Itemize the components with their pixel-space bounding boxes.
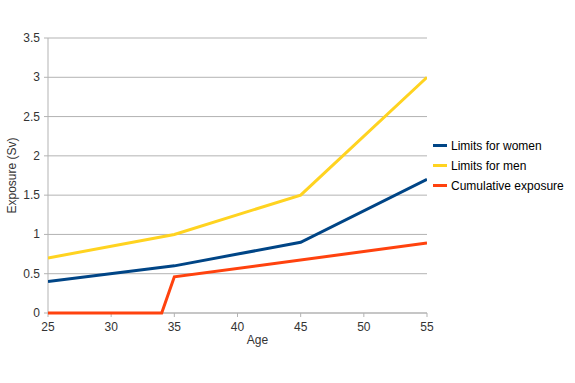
- plot-area: [48, 77, 427, 313]
- x-tick: [174, 313, 175, 317]
- y-tick: [44, 273, 48, 274]
- x-tick: [363, 313, 364, 317]
- y-tick-label: 2.5: [23, 110, 40, 124]
- x-tick-label: 25: [41, 320, 55, 334]
- y-tick: [44, 313, 48, 314]
- y-tick: [44, 195, 48, 196]
- legend-label: Limits for men: [451, 159, 526, 173]
- y-tick: [44, 77, 48, 78]
- x-axis-label: Age: [247, 333, 269, 347]
- grid-line: [48, 77, 427, 78]
- x-tick: [427, 313, 428, 317]
- x-tick: [237, 313, 238, 317]
- y-tick-label: 3: [33, 70, 40, 84]
- y-tick: [44, 38, 48, 39]
- y-tick: [44, 116, 48, 117]
- x-tick-label: 45: [294, 320, 308, 334]
- grid-line: [48, 155, 427, 156]
- legend: Limits for women Limits for men Cumulative…: [433, 139, 564, 193]
- series-line: [48, 179, 427, 281]
- grid-line: [48, 38, 427, 39]
- y-tick-label: 0: [33, 306, 40, 320]
- y-tick: [44, 234, 48, 235]
- grid-line: [48, 195, 427, 196]
- y-tick-label: 2: [33, 149, 40, 163]
- y-tick-label: 1.5: [23, 188, 40, 202]
- legend-swatch: [433, 184, 447, 187]
- grid-line: [48, 234, 427, 235]
- background: [0, 0, 575, 383]
- series-line: [48, 77, 427, 258]
- x-tick-label: 35: [168, 320, 182, 334]
- chart: 0 0.5 1 1.5 2 2.5 3 3.5 25 30 35 40 45 50 55 Age Exposur…: [0, 0, 575, 383]
- y-tick-label: 1: [33, 227, 40, 241]
- y-axis: [48, 38, 49, 313]
- y-tick: [44, 155, 48, 156]
- x-tick-label: 40: [231, 320, 245, 334]
- x-tick-label: 30: [104, 320, 118, 334]
- x-tick-label: 55: [420, 320, 434, 334]
- legend-label: Limits for women: [451, 139, 542, 153]
- y-tick-label: 3.5: [23, 31, 40, 45]
- grid-line: [48, 116, 427, 117]
- series-line: [48, 243, 427, 313]
- legend-swatch: [433, 164, 447, 167]
- x-tick-label: 50: [357, 320, 371, 334]
- x-tick: [300, 313, 301, 317]
- legend-swatch: [433, 144, 447, 147]
- y-tick-label: 0.5: [23, 267, 40, 281]
- y-axis-label: Exposure (Sv): [5, 137, 19, 213]
- legend-label: Cumulative exposure: [451, 179, 564, 193]
